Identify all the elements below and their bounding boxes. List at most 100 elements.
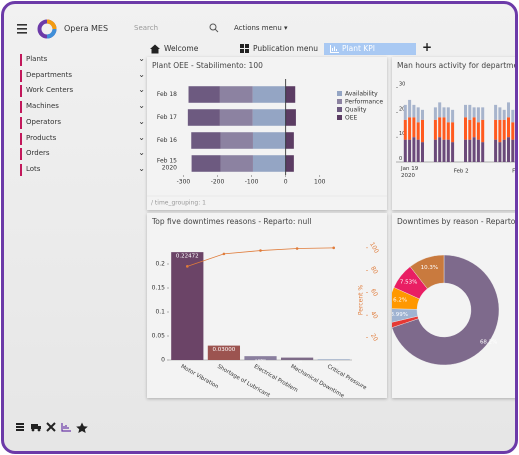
star-icon[interactable] xyxy=(76,422,88,434)
y-tick-label: Feb 18 xyxy=(157,91,177,98)
bar-segment xyxy=(416,107,420,123)
bar-segment xyxy=(412,137,416,162)
bar-segment xyxy=(451,109,455,123)
bar-segment xyxy=(446,122,450,140)
sidebar-item[interactable]: Plants ⌄ xyxy=(20,54,145,66)
bar-segment xyxy=(507,102,510,118)
bar-segment xyxy=(468,139,472,162)
chart-title: Man hours activity for department - Repa… xyxy=(397,61,518,70)
bar-segment xyxy=(252,132,286,149)
bar-value-label: 0.00150 xyxy=(329,361,340,365)
x-tick-label: -100 xyxy=(245,179,259,186)
line-point xyxy=(186,265,189,268)
bar-segment xyxy=(507,117,510,138)
y-tick-label: 10 xyxy=(399,131,405,137)
bar-segment xyxy=(220,132,253,149)
y-tick-label: Feb 15 2020 xyxy=(157,157,177,171)
x-tick-label: Feb 16 xyxy=(512,169,518,175)
y2-tick-label: 40 xyxy=(369,310,379,320)
line-point xyxy=(222,252,226,256)
item-marker xyxy=(20,163,22,176)
chevron: ⌄ xyxy=(138,69,145,79)
y-tick-label: Feb 16 xyxy=(157,137,177,144)
sidebar-item[interactable]: Lots ⌄ xyxy=(20,163,145,176)
actions-menu-label: Actions menu xyxy=(234,24,282,32)
bar-segment xyxy=(446,107,450,123)
bar-segment xyxy=(412,104,416,118)
bar-segment xyxy=(408,139,412,162)
chevron: ⌄ xyxy=(138,132,145,142)
sidebar-item[interactable]: Machines ⌄ xyxy=(20,101,145,114)
chevron: ⌄ xyxy=(138,163,145,173)
app-name: Opera MES xyxy=(64,24,109,33)
bar-segment xyxy=(252,109,286,126)
sidebar-item[interactable]: Work Centers ⌄ xyxy=(20,85,145,98)
bar-segment xyxy=(433,119,437,140)
bar-segment xyxy=(421,142,424,162)
search-icon[interactable] xyxy=(209,23,219,33)
sidebar-item[interactable]: Departments ⌄ xyxy=(20,69,145,82)
truck-icon[interactable] xyxy=(31,424,41,432)
chart: Man hours activity for department - Repa… xyxy=(396,61,518,179)
y-tick-label: 0.1 xyxy=(155,309,165,316)
bar-value-label: 0.03000 xyxy=(213,347,236,353)
bar-segment xyxy=(285,155,294,172)
bar xyxy=(317,359,350,360)
slice-label: 7.53% xyxy=(400,280,417,286)
bar-segment xyxy=(476,107,480,123)
bar-segment xyxy=(498,107,502,120)
x-tick-label: Feb 2 xyxy=(454,169,469,175)
actions-menu[interactable]: Actions menu ▾ xyxy=(234,24,288,32)
chart-icon[interactable] xyxy=(61,423,71,432)
item-label: Lots xyxy=(26,164,41,173)
slice-label: 1.47% xyxy=(396,320,406,324)
panel-footer: / time_grouping: 1 xyxy=(151,200,206,207)
slice-label: 10.3% xyxy=(421,265,438,271)
chevron: ⌄ xyxy=(138,54,145,63)
y-tick-label: 0 xyxy=(161,357,165,364)
item-marker xyxy=(20,148,22,161)
bar-segment xyxy=(511,122,515,140)
bar-segment xyxy=(191,155,221,172)
bar-segment xyxy=(451,142,455,162)
bar-value-label: 0.00800 xyxy=(255,358,266,362)
x-tick-label: 100 xyxy=(314,179,326,186)
sidebar-item[interactable]: Products ⌄ xyxy=(20,132,145,145)
item-marker xyxy=(20,116,22,129)
add-tab[interactable]: + xyxy=(422,40,433,54)
bar-segment xyxy=(442,107,446,118)
chart: Plant OEE - Stabilimento: 100 Feb 18 Feb 1… xyxy=(147,61,387,207)
bar-segment xyxy=(403,104,407,120)
bar-segment xyxy=(494,139,498,162)
bar-segment xyxy=(219,86,253,103)
bar xyxy=(171,252,204,360)
menu-icon[interactable] xyxy=(16,22,30,36)
panel: Plant OEE - Stabilimento: 100 Feb 18 Feb 1… xyxy=(147,57,387,210)
bar-segment xyxy=(438,102,442,118)
home-icon xyxy=(150,44,160,54)
line-point xyxy=(295,247,299,250)
bar-segment xyxy=(416,122,420,140)
bar-segment xyxy=(187,109,220,126)
bar-segment xyxy=(472,117,476,138)
tools-icon[interactable] xyxy=(46,422,56,432)
list-icon[interactable] xyxy=(16,423,24,431)
tab[interactable]: Publication menu xyxy=(253,44,318,53)
bar-segment xyxy=(446,139,450,162)
search-input[interactable]: Search xyxy=(134,24,159,32)
logo xyxy=(37,19,57,39)
active-tab[interactable]: Plant KPI xyxy=(324,43,416,55)
panel: Downtimes by reason - Reparto: null 68.2%… xyxy=(392,213,515,398)
item-marker xyxy=(20,54,22,66)
line-point xyxy=(332,246,335,250)
tab[interactable]: Welcome xyxy=(164,44,199,53)
sidebar-item[interactable]: Operators ⌄ xyxy=(20,116,145,129)
bar-segment xyxy=(285,86,296,103)
bar-segment xyxy=(472,137,476,162)
bar-segment xyxy=(502,109,506,120)
item-label: Departments xyxy=(26,70,73,79)
chart-icon xyxy=(330,45,339,53)
bar-segment xyxy=(412,117,416,138)
bar-segment xyxy=(408,99,412,118)
sidebar-item[interactable]: Orders ⌄ xyxy=(20,148,145,161)
